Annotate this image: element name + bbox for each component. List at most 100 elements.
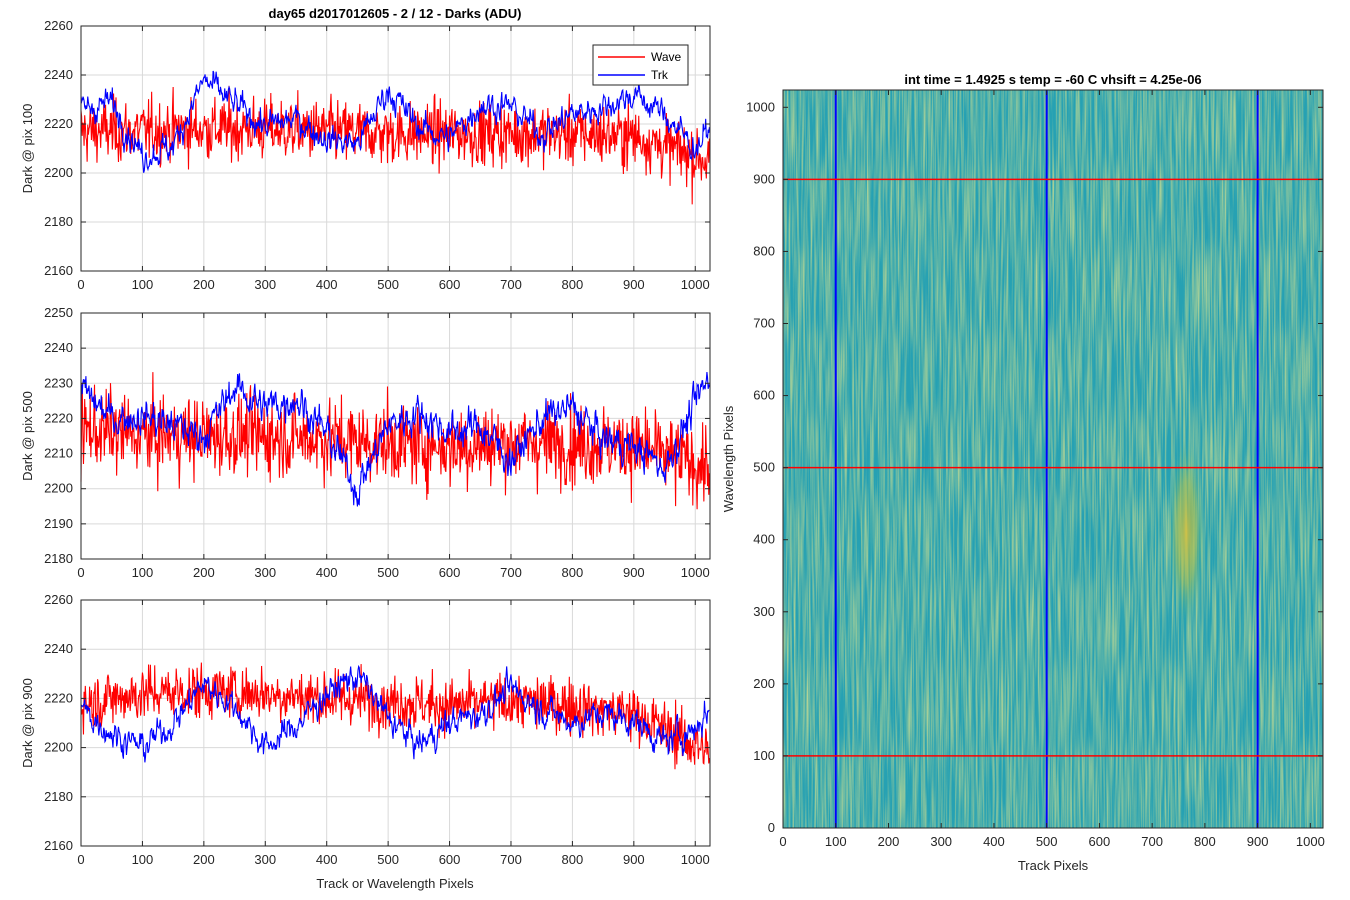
ytick-label: 2220 xyxy=(44,116,73,131)
xtick-label: 0 xyxy=(77,852,84,867)
ytick-label: 2260 xyxy=(44,592,73,607)
figure-title: day65 d2017012605 - 2 / 12 - Darks (ADU) xyxy=(269,6,522,21)
xtick-label: 400 xyxy=(316,852,338,867)
xtick-label: 400 xyxy=(316,565,338,580)
legend-box xyxy=(592,44,689,86)
dark-image-axes-box xyxy=(782,89,1324,829)
ytick-label: 2200 xyxy=(44,740,73,755)
dark-pix500-plot: 0 100 200 300 400 500 600 700 800 900 1000 2180 2190… xyxy=(20,305,711,580)
ytick-label: 2240 xyxy=(44,67,73,82)
xtick-label: 0 xyxy=(77,277,84,292)
xtick-label: 500 xyxy=(377,277,399,292)
xtick-label: 500 xyxy=(377,565,399,580)
xtick-label: 900 xyxy=(623,852,645,867)
dark-pix900-ticks: 0 100 200 300 400 500 600 700 800 900 1000 2160 2180… xyxy=(44,592,710,867)
heatmap-stripes xyxy=(783,90,1323,828)
xtick-label: 900 xyxy=(623,277,645,292)
dark-pix900-lines xyxy=(80,662,710,770)
xtick-label: 600 xyxy=(439,277,461,292)
dark-pix100-axes-box xyxy=(80,25,711,272)
dark-image-ticks: 0 100 200 300 400 500 600 700 800 900 1000 0 100 200 3… xyxy=(746,90,1325,849)
legend: Wave Trk xyxy=(592,44,689,86)
dark-pix500-ylabel: Dark @ pix 500 xyxy=(20,391,35,481)
xtick-label: 200 xyxy=(193,277,215,292)
xtick-label: 300 xyxy=(254,852,276,867)
ytick-label: 2260 xyxy=(44,18,73,33)
xtick-label: 100 xyxy=(132,277,154,292)
ytick-label: 2200 xyxy=(44,165,73,180)
ytick-label: 2160 xyxy=(44,838,73,853)
ytick-label: 2230 xyxy=(44,375,73,390)
xtick-label: 600 xyxy=(1089,834,1111,849)
dark-image-ylabel: Wavelength Pixels xyxy=(721,405,736,512)
xtick-label: 600 xyxy=(439,565,461,580)
xtick-label: 900 xyxy=(623,565,645,580)
dark-pix500-axes-box xyxy=(80,312,711,560)
ytick-label: 200 xyxy=(753,676,775,691)
xtick-label: 100 xyxy=(132,852,154,867)
ytick-label: 700 xyxy=(753,316,775,331)
dark-image-xlabel: Track Pixels xyxy=(1018,858,1089,873)
xtick-label: 1000 xyxy=(681,565,710,580)
ytick-label: 800 xyxy=(753,243,775,258)
dark-pix900-xlabel: Track or Wavelength Pixels xyxy=(316,876,474,891)
ytick-label: 2190 xyxy=(44,516,73,531)
dark-image-heatmap xyxy=(783,90,1323,828)
ytick-label: 2220 xyxy=(44,690,73,705)
dark-pix900-ylabel: Dark @ pix 900 xyxy=(20,678,35,768)
dark-pix100-lines xyxy=(80,70,710,205)
xtick-label: 200 xyxy=(193,565,215,580)
xtick-label: 700 xyxy=(500,277,522,292)
xtick-label: 500 xyxy=(377,852,399,867)
ytick-label: 1000 xyxy=(746,99,775,114)
xtick-label: 600 xyxy=(439,852,461,867)
dark-pix100-ticks: 0 100 200 300 400 500 600 700 800 900 1000 2160 2180… xyxy=(44,18,710,292)
dark-pix500-lines xyxy=(80,372,710,510)
xtick-label: 700 xyxy=(500,565,522,580)
ytick-label: 900 xyxy=(753,171,775,186)
xtick-label: 400 xyxy=(983,834,1005,849)
dark-pix500-ticks: 0 100 200 300 400 500 600 700 800 900 1000 2180 2190… xyxy=(44,305,710,580)
xtick-label: 400 xyxy=(316,277,338,292)
legend-wave-label: Wave xyxy=(651,50,682,64)
ytick-label: 2160 xyxy=(44,263,73,278)
dark-pix100-ylabel: Dark @ pix 100 xyxy=(20,104,35,194)
xtick-label: 200 xyxy=(878,834,900,849)
xtick-label: 100 xyxy=(132,565,154,580)
xtick-label: 1000 xyxy=(681,852,710,867)
ytick-label: 2210 xyxy=(44,446,73,461)
ytick-label: 2220 xyxy=(44,410,73,425)
ytick-label: 600 xyxy=(753,388,775,403)
heatmap-bright-blob xyxy=(1167,438,1205,627)
ytick-label: 400 xyxy=(753,532,775,547)
xtick-label: 1000 xyxy=(1296,834,1325,849)
xtick-label: 300 xyxy=(254,277,276,292)
xtick-label: 900 xyxy=(1247,834,1269,849)
xtick-label: 100 xyxy=(825,834,847,849)
heatmap-features xyxy=(1167,438,1205,627)
ytick-label: 2240 xyxy=(44,641,73,656)
dark-pix900-plot: 0 100 200 300 400 500 600 700 800 900 1000 2160 2180… xyxy=(20,592,711,891)
xtick-label: 800 xyxy=(562,565,584,580)
ytick-label: 2180 xyxy=(44,214,73,229)
xtick-label: 700 xyxy=(1141,834,1163,849)
dark-pix900-axes-box xyxy=(80,599,711,847)
xtick-label: 1000 xyxy=(681,277,710,292)
xtick-label: 300 xyxy=(930,834,952,849)
series-trk-line xyxy=(80,664,710,763)
dark-image-title: int time = 1.4925 s temp = -60 C vhsift … xyxy=(904,72,1201,87)
xtick-label: 800 xyxy=(1194,834,1216,849)
legend-trk-label: Trk xyxy=(651,68,669,82)
heatmap-marker-lines xyxy=(783,90,1323,828)
xtick-label: 800 xyxy=(562,852,584,867)
ytick-label: 0 xyxy=(768,820,775,835)
series-wave-line xyxy=(80,85,710,205)
dark-pix100-plot: day65 d2017012605 - 2 / 12 - Darks (ADU)… xyxy=(20,6,711,292)
ytick-label: 2180 xyxy=(44,789,73,804)
xtick-label: 700 xyxy=(500,852,522,867)
ytick-label: 100 xyxy=(753,748,775,763)
xtick-label: 200 xyxy=(193,852,215,867)
series-trk-line xyxy=(80,372,710,507)
ytick-label: 300 xyxy=(753,604,775,619)
xtick-label: 300 xyxy=(254,565,276,580)
